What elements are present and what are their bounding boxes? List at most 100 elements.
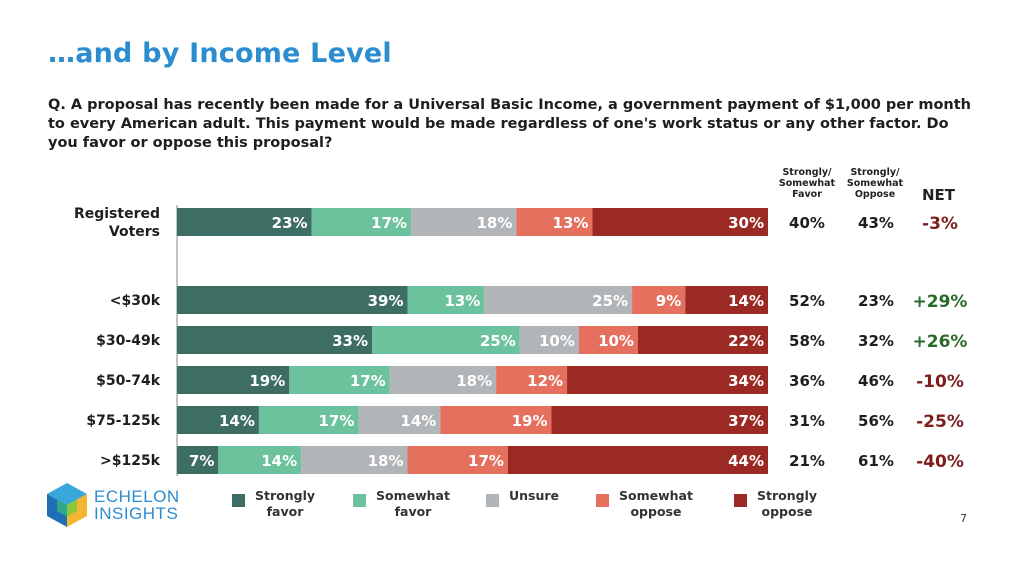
bar-data-label: 19% [249,372,285,390]
favor-total: 31% [789,412,825,430]
bar-segment [637,326,768,354]
favor-total: 52% [789,292,825,310]
bar-segment [177,446,219,474]
bar-segment [177,208,312,236]
bar-data-label: 9% [656,292,681,310]
favor-total: 40% [789,214,825,232]
slide-title: …and by Income Level [48,38,392,69]
category-label: Voters [109,224,160,240]
bar-segment [177,406,259,434]
legend-unsure: Unsure [486,488,559,507]
bar-data-label: 18% [368,452,404,470]
bar-segment [516,208,593,236]
oppose-column-header: Strongly/ Somewhat Oppose [846,167,904,200]
legend-somewhat-favor: Somewhat favor [353,488,450,520]
legend-swatch [596,494,609,507]
category-label: <$30k [110,293,161,309]
bar-data-label: 22% [728,332,764,350]
bar-segment [177,366,290,394]
logo-line-1: ECHELON [94,487,180,506]
bar-data-label: 14% [400,412,436,430]
category-label: $50-74k [96,373,161,389]
favor-column-header: Strongly/ Somewhat Favor [778,167,836,200]
bar-segment [389,366,497,394]
bar-data-label: 30% [728,214,764,232]
bar-segment [411,208,517,236]
page-number: 7 [960,512,967,525]
bar-segment [177,286,408,314]
bar-segment [507,446,768,474]
bar-segment [407,446,508,474]
hexagon-cube-icon [47,483,87,527]
bar-segment [592,208,768,236]
bar-data-label: 17% [318,412,354,430]
legend-somewhat-oppose: Somewhat oppose [596,488,693,520]
category-label: Registered [74,206,160,222]
bar-segment [551,406,768,434]
bar-segment [407,286,485,314]
bar-data-label: 14% [728,292,764,310]
bar-data-label: 25% [480,332,516,350]
bar-data-label: 10% [598,332,634,350]
bar-data-label: 23% [272,214,308,232]
bar-data-label: 14% [219,412,255,430]
bar-segment [289,366,390,394]
legend-swatch [232,494,245,507]
bar-segment [372,326,520,354]
bar-data-label: 12% [527,372,563,390]
category-label: $30-49k [96,333,161,349]
bar-segment [177,326,373,354]
bar-data-label: 18% [456,372,492,390]
bar-data-label: 44% [728,452,764,470]
net-value: +29% [913,292,968,312]
survey-question: Q. A proposal has recently been made for… [48,97,971,151]
net-value: -25% [916,412,964,432]
bar-data-label: 37% [728,412,764,430]
bar-data-label: 18% [476,214,512,232]
bar-data-label: 25% [592,292,628,310]
bar-data-label: 13% [444,292,480,310]
favor-total: 36% [789,372,825,390]
net-value: -3% [922,214,958,234]
oppose-total: 43% [858,214,894,232]
net-value: -40% [916,452,964,472]
logo-line-2: INSIGHTS [94,504,179,523]
bar-segment [301,446,408,474]
net-column-header: NET [922,186,956,204]
bar-segment [440,406,552,434]
bar-segment [567,366,768,394]
favor-total: 21% [789,452,825,470]
bar-segment [496,366,568,394]
bar-data-label: 39% [368,292,404,310]
bar-data-label: 34% [728,372,764,390]
oppose-total: 32% [858,332,894,350]
echelon-insights-logo: ECHELON INSIGHTS [46,482,180,528]
legend-swatch [353,494,366,507]
bar-data-label: 17% [468,452,504,470]
oppose-total: 56% [858,412,894,430]
bar-segment [578,326,638,354]
legend-strongly-oppose: Strongly oppose [734,488,817,520]
bar-data-label: 13% [553,214,589,232]
legend-strongly-favor: Strongly favor [232,488,315,520]
bar-segment [519,326,579,354]
bar-data-label: 17% [350,372,386,390]
bar-segment [358,406,441,434]
category-label: $75-125k [86,413,160,429]
bar-data-label: 7% [189,452,214,470]
bar-segment [685,286,768,314]
category-label: >$125k [100,453,161,469]
net-value: +26% [913,332,968,352]
bar-segment [632,286,686,314]
legend-swatch [486,494,499,507]
bar-data-label: 14% [261,452,297,470]
net-value: -10% [916,372,964,392]
bar-segment [484,286,633,314]
bar-data-label: 10% [539,332,575,350]
bar-data-label: 19% [512,412,548,430]
favor-total: 58% [789,332,825,350]
oppose-total: 61% [858,452,894,470]
bar-segment [218,446,302,474]
oppose-total: 23% [858,292,894,310]
